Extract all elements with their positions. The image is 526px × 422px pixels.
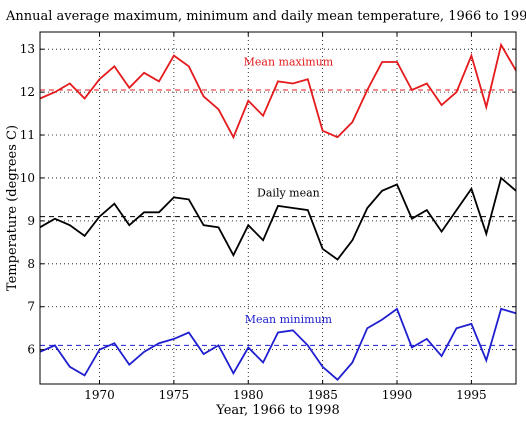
x-tick-label: 1980 (233, 388, 264, 402)
series-labels: Mean maximum Daily mean Mean minimum (244, 55, 334, 326)
mean-maximum-series-line (39, 42, 517, 140)
x-axis-label: Year, 1966 to 1998 (215, 403, 339, 418)
x-tick-label: 1985 (307, 388, 338, 402)
mean-minimum-series-label: Mean minimum (245, 313, 333, 326)
x-tick-label: 1995 (456, 388, 487, 402)
y-tick-label: 13 (20, 42, 35, 56)
y-tick-label: 12 (20, 85, 35, 99)
mean-minimum-series-line (39, 307, 517, 381)
mean-maximum-series-label: Mean maximum (244, 55, 334, 68)
plot-area-frame (39, 31, 517, 385)
chart-title: Annual average maximum, minimum and dail… (5, 9, 526, 24)
y-tick-label: 8 (27, 257, 35, 271)
y-tick-label: 10 (20, 171, 35, 185)
x-tick-label: 1970 (84, 388, 115, 402)
x-tick-label: 1990 (382, 388, 413, 402)
y-tick-label: 9 (27, 214, 35, 228)
y-axis-label: Temperature (degrees C) (5, 125, 20, 291)
daily-mean-series-line (39, 176, 517, 261)
y-tick-label: 11 (20, 128, 35, 142)
y-tick-label: 7 (27, 300, 35, 314)
daily-mean-series-label: Daily mean (257, 186, 320, 199)
axis-ticks: 1970 1975 1980 1985 1990 1995 6 7 8 9 10 11 12 13 (20, 32, 516, 402)
data-series (39, 42, 517, 381)
y-tick-label: 6 (27, 343, 35, 357)
x-tick-label: 1975 (159, 388, 190, 402)
mean-reference-lines (40, 89, 516, 346)
